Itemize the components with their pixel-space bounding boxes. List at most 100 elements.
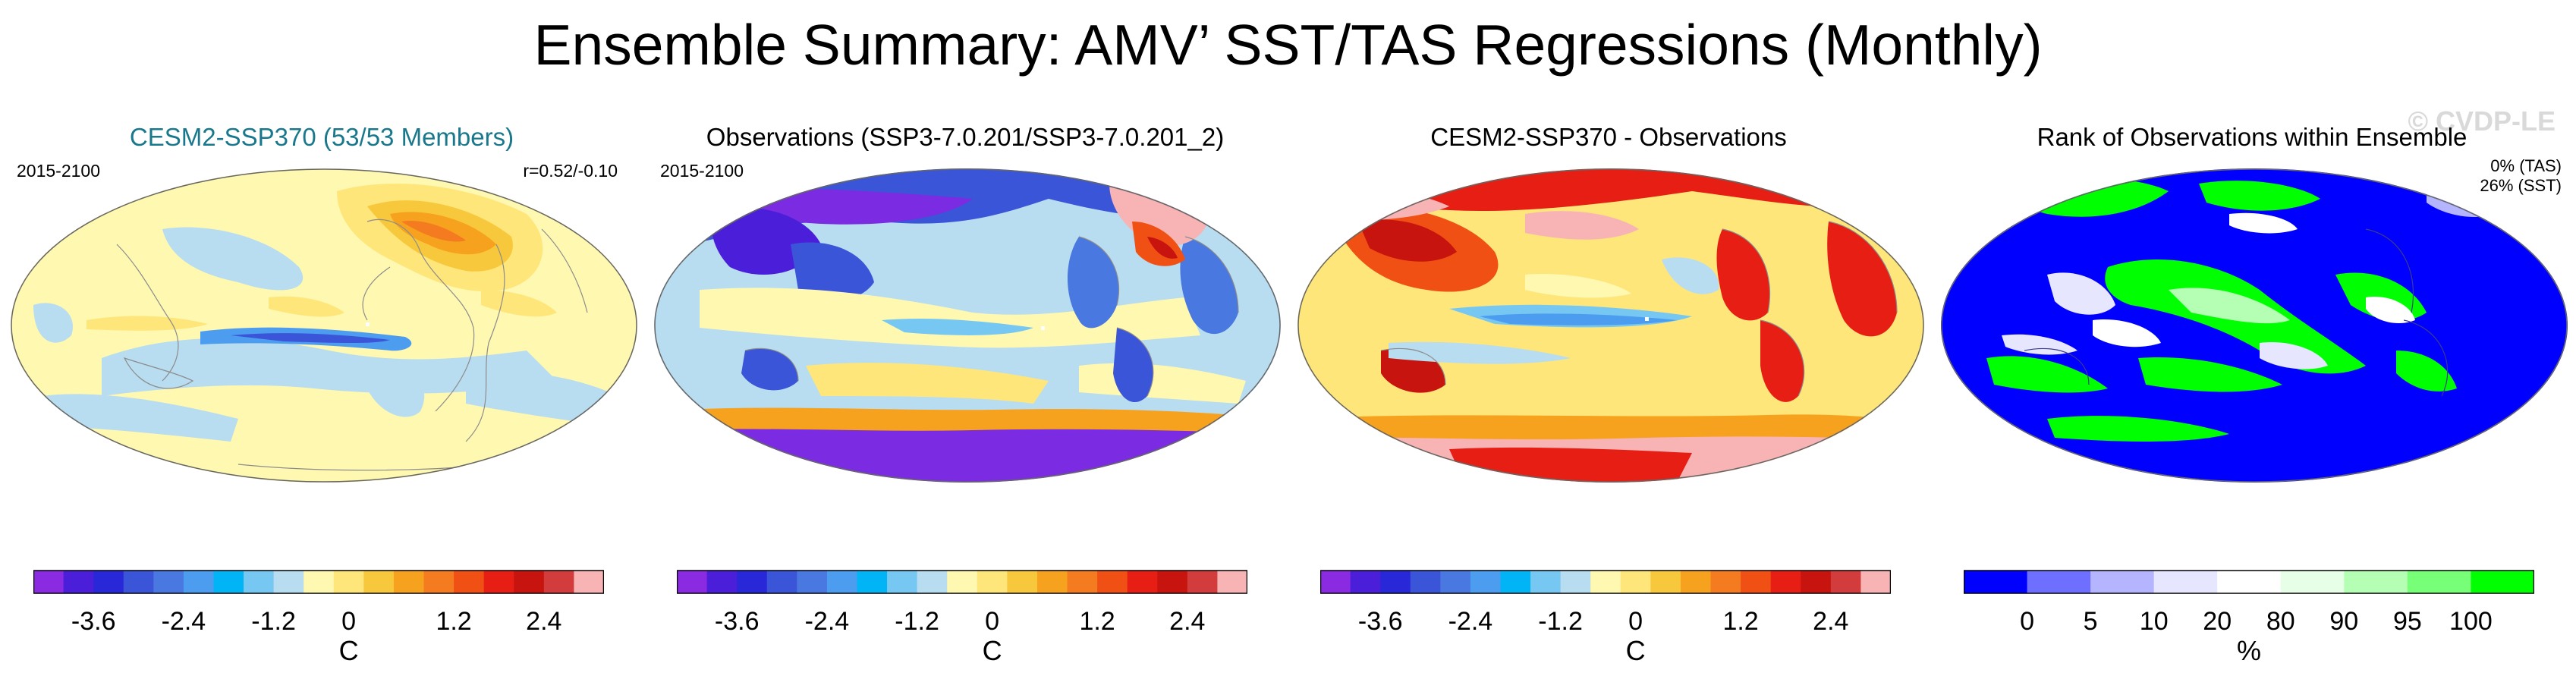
panel-model: CESM2-SSP370 (53/53 Members) 2015-2100 r… (0, 121, 643, 676)
colorbar-swatch (304, 571, 335, 593)
period-label: 2015-2100 (17, 161, 100, 181)
colorbar-swatch (574, 571, 604, 593)
colorbar-swatch (917, 571, 948, 593)
colorbar-swatch (947, 571, 978, 593)
colorbar-swatch (1470, 571, 1501, 593)
colorbar-swatch (2280, 571, 2345, 593)
colorbar-swatch (1127, 571, 1158, 593)
colorbar-swatch (363, 571, 395, 593)
period-label: 2015-2100 (660, 161, 744, 181)
colorbar-swatch (706, 571, 738, 593)
colorbar-units-label: C (1626, 635, 1646, 666)
colorbar-tick-label: 0 (2020, 607, 2034, 636)
colorbar-frame (677, 570, 1247, 594)
colorbar-tick-label: 2.4 (526, 607, 561, 636)
colorbar-swatch (737, 571, 768, 593)
colorbar-swatch (1187, 571, 1218, 593)
colorbar-swatch (1320, 571, 1351, 593)
rank-tas-label: 0% (TAS) (2490, 156, 2562, 175)
colorbar-swatch (1036, 571, 1068, 593)
world-map-regression-icon (11, 168, 637, 483)
colorbar-units-label: C (983, 635, 1002, 666)
colorbar-swatch (1710, 571, 1741, 593)
colorbar-frame (1964, 570, 2534, 594)
watermark: © CVDP-LE (2408, 105, 2556, 137)
colorbar-tick-label: 1.2 (1079, 607, 1115, 636)
colorbar-swatch (887, 571, 918, 593)
colorbar-swatch (1964, 571, 2028, 593)
colorbar-swatch (543, 571, 574, 593)
colorbar-swatch (1860, 571, 1891, 593)
colorbar-swatch (123, 571, 154, 593)
colorbar-swatch (1741, 571, 1772, 593)
colorbar-tick-label: 2.4 (1169, 607, 1205, 636)
correlation-label: r=0.52/-0.10 (523, 161, 618, 181)
colorbar-swatch (1097, 571, 1128, 593)
colorbar-units-label: C (339, 635, 359, 666)
colorbar-swatch (1007, 571, 1038, 593)
colorbar-frame (1320, 570, 1891, 594)
colorbar-tick-label: -2.4 (162, 607, 206, 636)
colorbar-swatch (454, 571, 485, 593)
colorbar-tick-label: 2.4 (1813, 607, 1848, 636)
colorbar-tick-label: 0 (985, 607, 999, 636)
panel-title: Observations (SSP3-7.0.201/SSP3-7.0.201_… (706, 123, 1225, 151)
panel-title: Rank of Observations within Ensemble (2037, 123, 2467, 151)
colorbar-swatch (1217, 571, 1247, 593)
panel-rank: © CVDP-LE Rank of Observations within En… (1930, 106, 2574, 676)
colorbar-tick-label: 100 (2449, 607, 2493, 636)
colorbar-swatch (183, 571, 214, 593)
colorbar-swatch (826, 571, 857, 593)
colorbar-tick-label: 10 (2140, 607, 2169, 636)
colorbar: -3.6-2.4-1.201.22.43.6C (1320, 570, 1891, 666)
colorbar-tick-label: -1.2 (1538, 607, 1583, 636)
colorbar-swatch (1620, 571, 1651, 593)
colorbar-swatch (1067, 571, 1098, 593)
world-map-observations-icon (654, 168, 1281, 483)
colorbar-swatch (2027, 571, 2091, 593)
colorbar-swatch (514, 571, 545, 593)
colorbar-swatch (1650, 571, 1681, 593)
colorbar-swatch (153, 571, 184, 593)
colorbar-swatch (2217, 571, 2282, 593)
colorbar-units-label: % (2237, 635, 2261, 666)
colorbar-tick-label: -1.2 (895, 607, 939, 636)
colorbar-swatch (1590, 571, 1621, 593)
colorbar-swatch (93, 571, 124, 593)
colorbar-swatch (977, 571, 1008, 593)
world-map-rank-icon (1941, 168, 2568, 483)
colorbar-tick-label: 0 (1628, 607, 1643, 636)
colorbar-swatch (1770, 571, 1801, 593)
world-map-difference-icon (1297, 168, 1924, 483)
colorbar-swatch (857, 571, 888, 593)
colorbar-swatch (1350, 571, 1381, 593)
colorbar-swatch (1830, 571, 1861, 593)
panel-observations: Observations (SSP3-7.0.201/SSP3-7.0.201_… (643, 121, 1287, 676)
colorbar-swatch (1530, 571, 1562, 593)
rank-sst-label: 26% (SST) (2480, 176, 2562, 195)
colorbar-swatch (1440, 571, 1471, 593)
colorbar-swatch (766, 571, 797, 593)
colorbar-swatch (423, 571, 454, 593)
colorbar-swatch (2344, 571, 2408, 593)
colorbar-tick-label: 80 (2266, 607, 2295, 636)
colorbar-frame (33, 570, 604, 594)
colorbar-swatch (273, 571, 304, 593)
colorbar-swatch (2090, 571, 2155, 593)
colorbar-swatch (483, 571, 514, 593)
colorbar: -3.6-2.4-1.201.22.43.6C (33, 570, 604, 666)
colorbar-swatch (213, 571, 244, 593)
colorbar-swatch (2471, 571, 2534, 593)
colorbar-swatch (393, 571, 425, 593)
colorbar-tick-label: 1.2 (1722, 607, 1758, 636)
colorbar-swatch (1560, 571, 1591, 593)
colorbar-swatch (1410, 571, 1441, 593)
colorbar-tick-label: -1.2 (251, 607, 296, 636)
colorbar: 0 5 10 20 80 90 95 100% (1964, 570, 2534, 666)
colorbar-swatch (333, 571, 364, 593)
colorbar-tick-label: 95 (2393, 607, 2422, 636)
panel-title: CESM2-SSP370 (53/53 Members) (129, 123, 514, 151)
colorbar-tick-label: 1.2 (436, 607, 471, 636)
colorbar: -3.6-2.4-1.201.22.43.6C (677, 570, 1247, 666)
colorbar-tick-label: 0 (341, 607, 356, 636)
